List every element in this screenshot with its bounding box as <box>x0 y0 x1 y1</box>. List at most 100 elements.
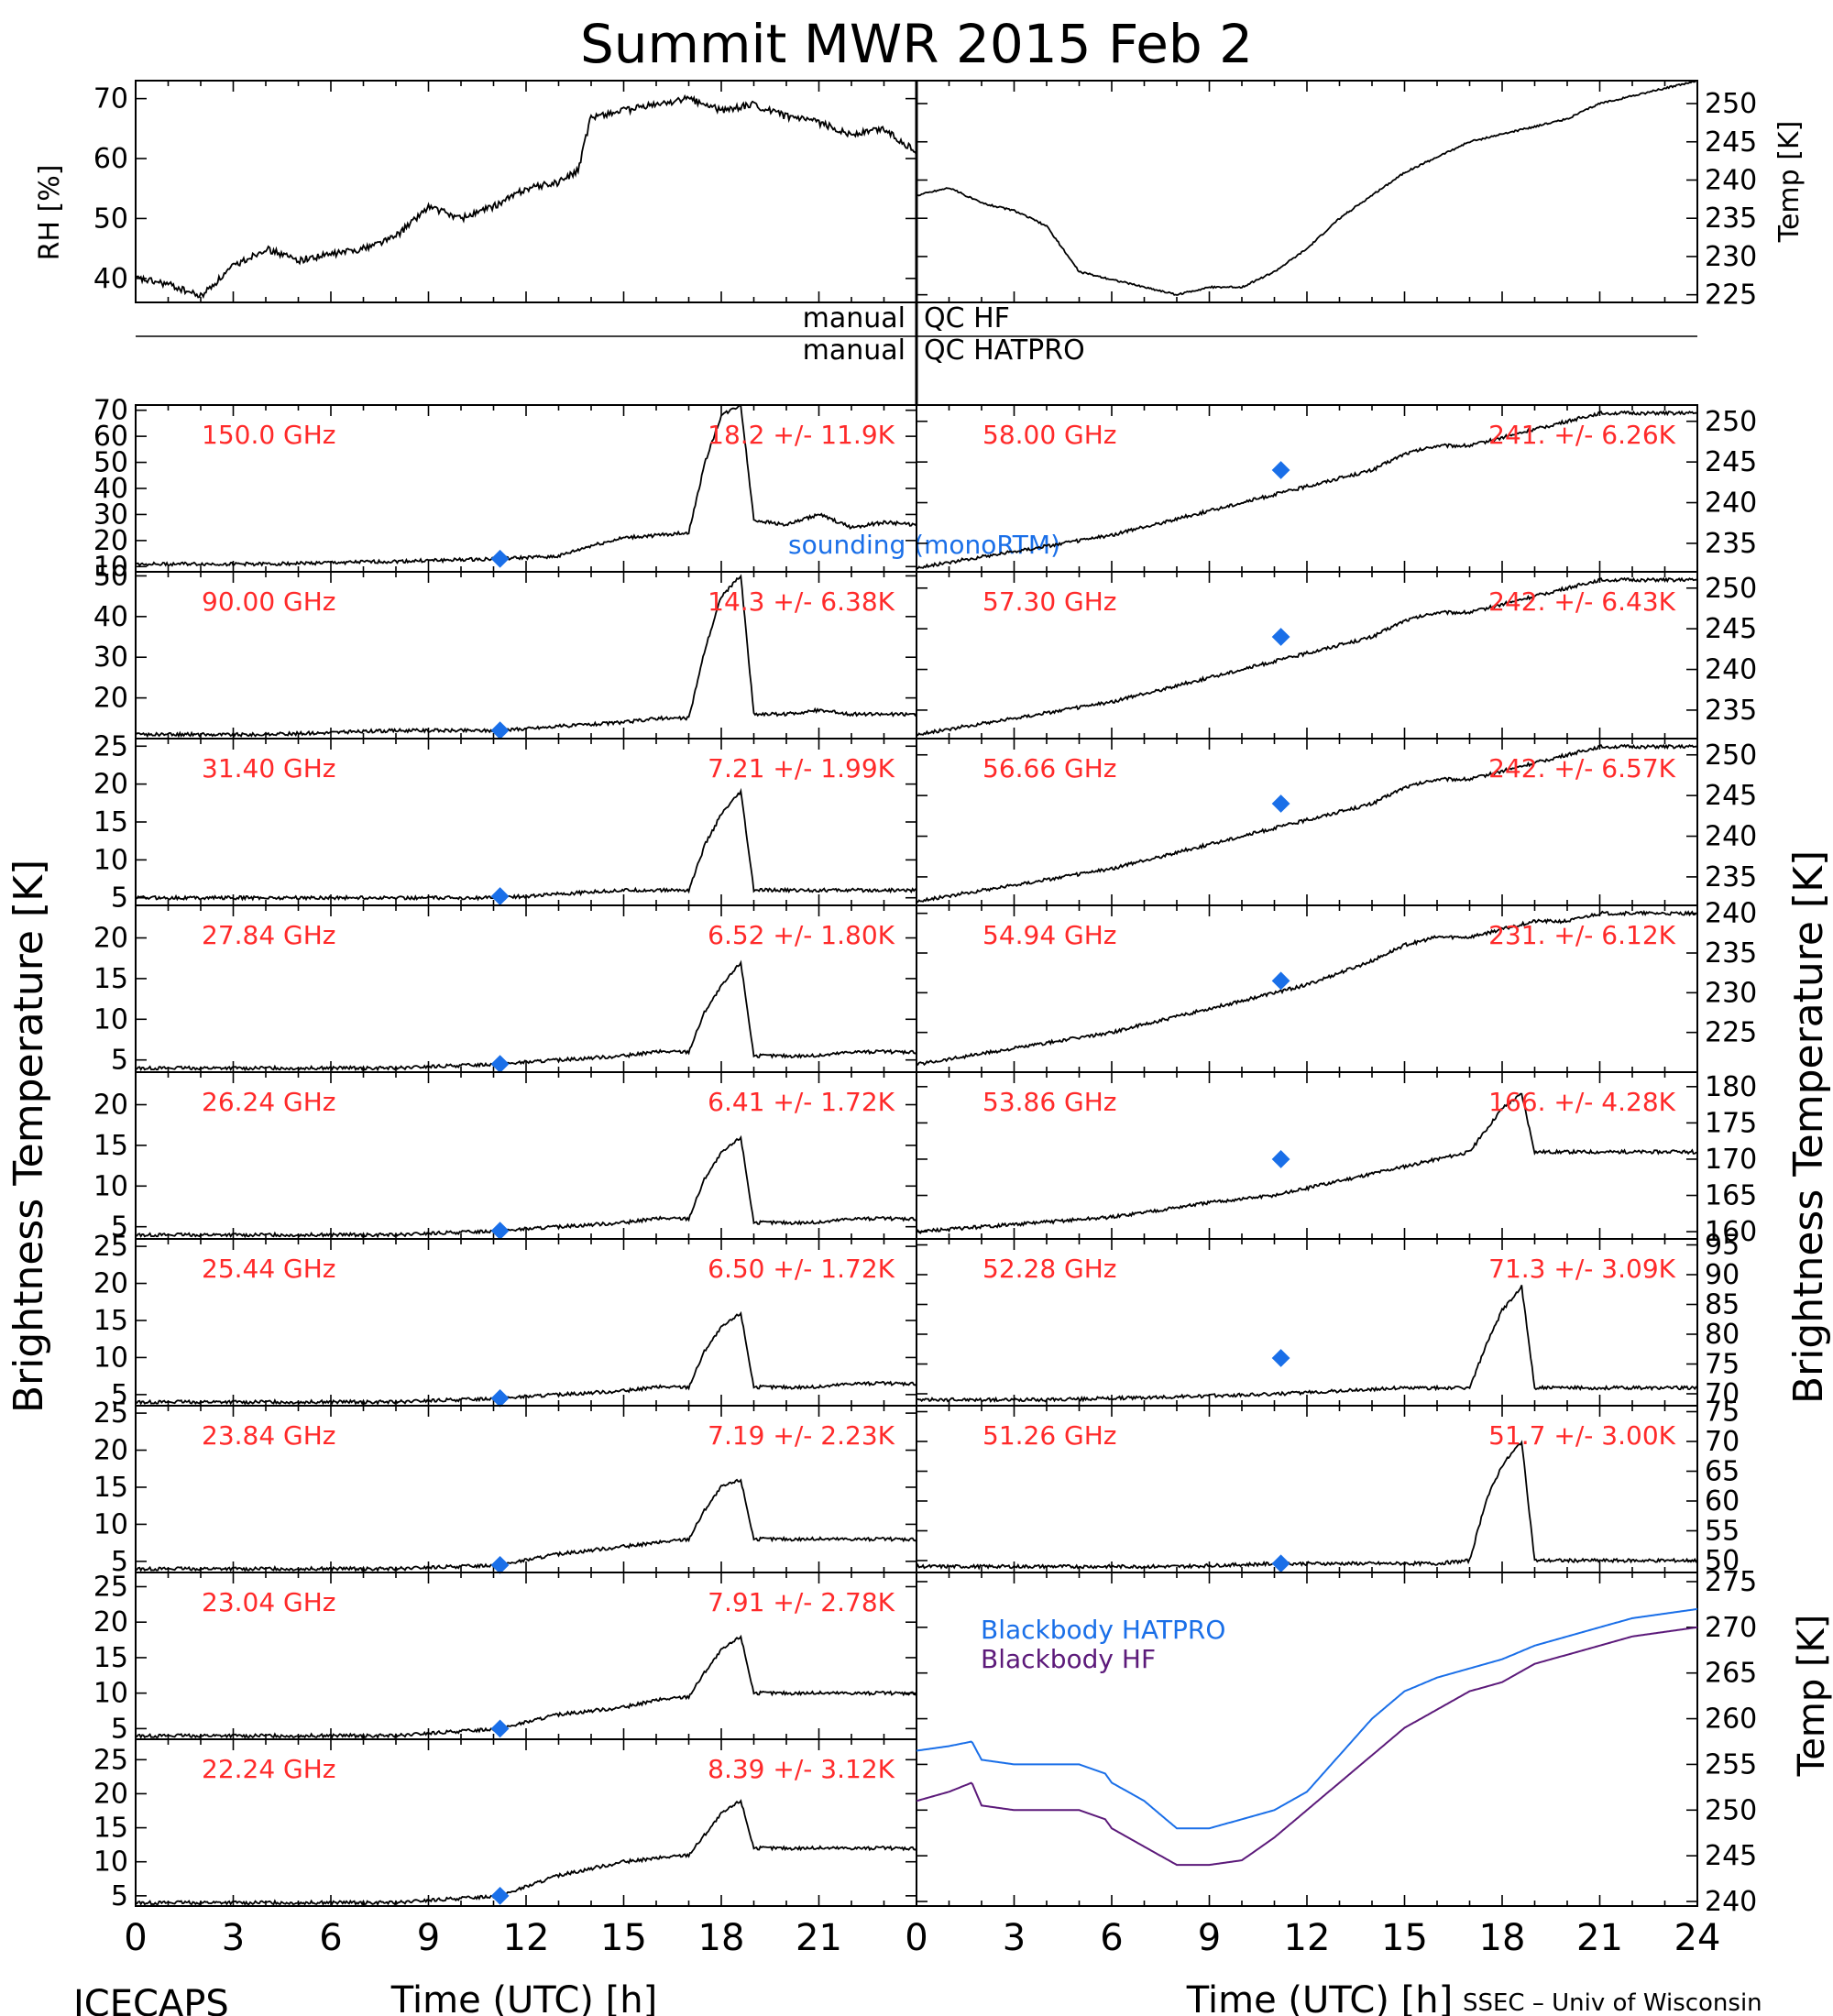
y-tick-label: 15 <box>93 963 128 995</box>
statistics-label: 242. +/- 6.43K <box>1488 586 1675 617</box>
y-tick-label: 20 <box>93 769 128 801</box>
y-tick-label: 50 <box>93 560 128 592</box>
y-tick-label: 240 <box>1705 1886 1757 1918</box>
panel-27-84: 5 10 15 20 27.84 GHz 6.52 +/- 1.80K <box>93 904 917 1077</box>
x-axis-title-right: Time (UTC) [h] <box>1186 1979 1453 2016</box>
frequency-label: 23.84 GHz <box>202 1420 336 1451</box>
panel-54-94: 225 230 235 240 54.94 GHz 231. +/- 6.12K <box>916 898 1757 1073</box>
series-line <box>916 81 1697 296</box>
y-tick-label: 95 <box>1705 1230 1740 1262</box>
y-tick-label: 230 <box>1705 241 1757 273</box>
y-tick-label: 265 <box>1705 1658 1757 1690</box>
legend-entry: Blackbody HATPRO <box>981 1615 1225 1645</box>
footer-right: SSEC – Univ of Wisconsin <box>1463 1989 1762 2016</box>
y-tick-label: 245 <box>1705 613 1757 645</box>
y-tick-label: 80 <box>1705 1319 1740 1351</box>
y-tick-label: 10 <box>93 844 128 876</box>
y-tick-label: 240 <box>1705 821 1757 853</box>
sounding-marker <box>490 1055 510 1074</box>
x-tick-label: 9 <box>1198 1917 1221 1959</box>
panel-90-00: 20 30 40 50 90.00 GHz 14.3 +/- 6.38K <box>93 560 917 740</box>
series-line <box>136 1478 916 1572</box>
series-line <box>136 1634 916 1739</box>
y-tick-label: 10 <box>93 1003 128 1035</box>
y-tick-label: 40 <box>93 473 128 505</box>
y-tick-label: 90 <box>1705 1259 1740 1291</box>
frequency-label: 26.24 GHz <box>202 1087 336 1117</box>
y-tick-label: 250 <box>1705 406 1757 438</box>
y-tick-label: 20 <box>93 923 128 955</box>
panel-bb: 240 245 250 255 260 265 270 275 Blackbody HATPRO… <box>916 1566 1757 1918</box>
x-tick-labels-right: 0 3 6 9 12 15 18 21 24 <box>905 1917 1720 1959</box>
x-tick-label: 0 <box>124 1917 147 1959</box>
x-tick-label: 18 <box>1479 1917 1526 1959</box>
y-tick-label: 20 <box>93 1606 128 1638</box>
y-tick-label: 15 <box>93 1305 128 1337</box>
y-tick-label: 5 <box>111 1713 128 1745</box>
x-tick-label: 21 <box>1576 1917 1623 1959</box>
y-tick-label: 170 <box>1705 1144 1757 1176</box>
y-tick-label: 240 <box>1705 488 1757 520</box>
y-tick-label: 175 <box>1705 1107 1757 1139</box>
y-tick-label: 20 <box>93 525 128 557</box>
y-tick-label: 70 <box>1705 1378 1740 1410</box>
y-tick-label: 260 <box>1705 1704 1757 1736</box>
y-tick-label: 250 <box>1705 88 1757 120</box>
y-tick-label: 240 <box>1705 164 1757 196</box>
series-line <box>916 1440 1697 1571</box>
statistics-label: 18.2 +/- 11.9K <box>708 420 895 450</box>
y-tick-label: 5 <box>111 1211 128 1244</box>
figure-title: Summit MWR 2015 Feb 2 <box>580 13 1253 75</box>
x-tick-label: 3 <box>1003 1917 1026 1959</box>
x-tick-label: 6 <box>319 1917 342 1959</box>
y-tick-label: 250 <box>1705 740 1757 772</box>
series-line <box>916 909 1697 1067</box>
qc-label-hf-right: QC HF <box>924 302 1010 334</box>
statistics-label: 14.3 +/- 6.38K <box>708 586 895 617</box>
y-tick-label: 70 <box>93 83 128 115</box>
series-line <box>136 574 916 739</box>
y-tick-label: 20 <box>93 1435 128 1467</box>
statistics-label: 6.41 +/- 1.72K <box>708 1087 895 1117</box>
qc-label-hf-left: manual <box>803 302 906 334</box>
series-line <box>136 1799 916 1906</box>
series-line <box>136 1310 916 1406</box>
x-tick-label: 15 <box>600 1917 647 1959</box>
sounding-marker <box>490 1222 510 1241</box>
y-tick-label: 25 <box>93 730 128 762</box>
y-tick-label: 15 <box>93 1130 128 1162</box>
y-tick-label: 10 <box>93 1678 128 1710</box>
series-line-hatpro <box>916 1607 1697 1830</box>
statistics-label: 71.3 +/- 3.09K <box>1488 1254 1675 1284</box>
statistics-label: 231. +/- 6.12K <box>1488 920 1675 950</box>
series-line-hf <box>916 1626 1697 1867</box>
y-tick-label: 50 <box>93 203 128 235</box>
y-tick-label: 245 <box>1705 780 1757 812</box>
y-tick-label: 165 <box>1705 1180 1757 1212</box>
statistics-label: 51.7 +/- 3.00K <box>1488 1420 1675 1451</box>
sounding-marker <box>1271 1554 1290 1573</box>
sounding-marker <box>490 1719 510 1738</box>
frequency-label: 31.40 GHz <box>202 753 336 783</box>
right-axis-title: Brightness Temperature [K] <box>1785 850 1832 1404</box>
y-tick-label: 10 <box>93 1508 128 1540</box>
frequency-label: 22.24 GHz <box>202 1754 336 1784</box>
y-tick-label: 5 <box>111 1880 128 1912</box>
x-tick-label: 15 <box>1381 1917 1428 1959</box>
sounding-legend: sounding (monoRTM) <box>788 530 1060 560</box>
y-tick-label: 60 <box>1705 1485 1740 1517</box>
sounding-marker <box>1271 971 1290 991</box>
panel-58-00: 235 240 245 250 58.00 GHz 241. +/- 6.26K <box>916 404 1757 573</box>
statistics-label: 7.91 +/- 2.78K <box>708 1587 895 1617</box>
sounding-marker <box>1271 628 1290 646</box>
y-tick-label: 250 <box>1705 1794 1757 1826</box>
series-line <box>916 410 1697 570</box>
y-tick-label: 25 <box>93 1397 128 1430</box>
panel-56-66: 235 240 245 250 56.66 GHz 242. +/- 6.57K <box>916 738 1757 906</box>
panel-25-44: 5 10 15 20 25 25.44 GHz 6.50 +/- 1.72K <box>93 1231 917 1411</box>
y-tick-label: 240 <box>1705 898 1757 930</box>
panel-rh: 40 50 60 70 <box>93 80 917 303</box>
y-tick-label: 15 <box>93 806 128 838</box>
panel-frame <box>916 80 1698 303</box>
